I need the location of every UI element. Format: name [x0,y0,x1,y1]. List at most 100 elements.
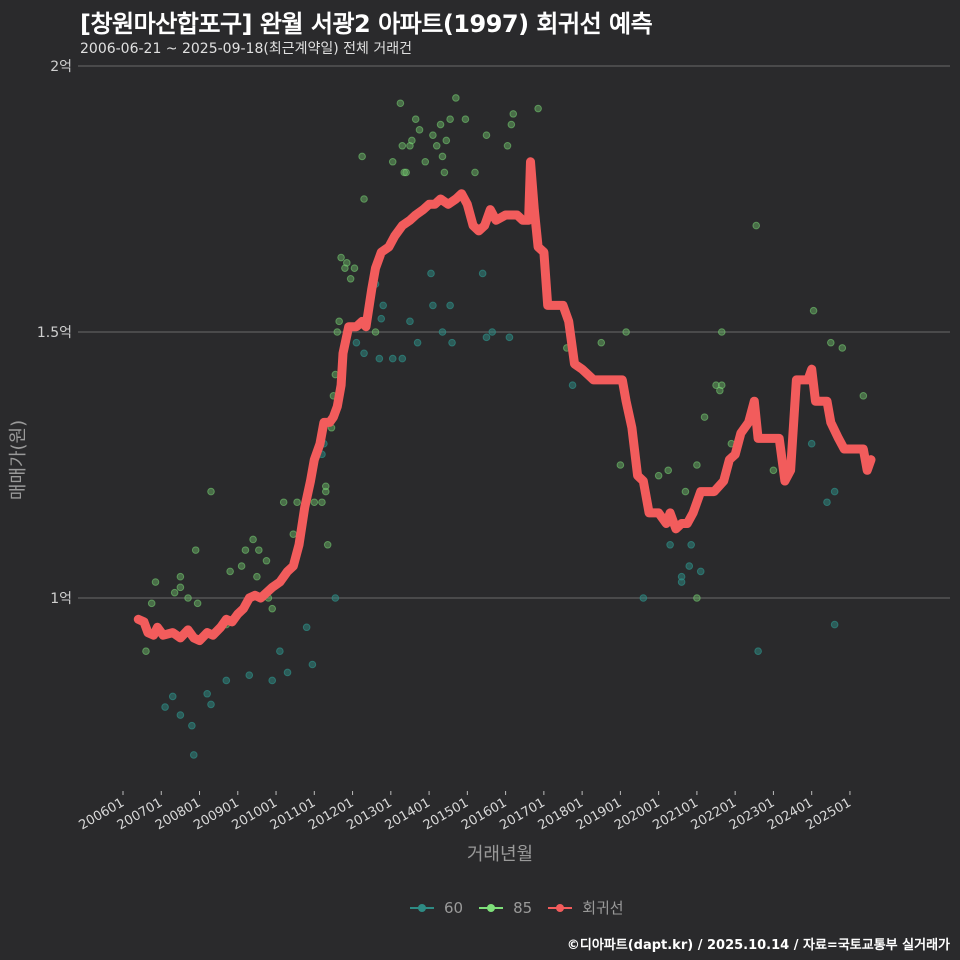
data-point-85 [664,466,673,475]
data-point-60 [807,439,816,448]
data-point-60 [482,333,491,342]
legend-item-85[interactable]: 85 [479,899,532,917]
data-point-60 [302,623,311,632]
footer-credit: ©디아파트(dapt.kr) / 2025.10.14 / 자료=국토교통부 실… [566,938,950,953]
data-point-85 [191,546,200,554]
data-point-85 [442,136,451,145]
data-point-60 [685,562,694,570]
data-point-85 [184,594,192,602]
data-point-85 [752,221,761,230]
y-tick-label: 1억 [50,591,72,607]
data-point-60 [203,689,211,698]
data-point-85 [323,541,332,549]
data-point-85 [452,94,460,102]
data-point-60 [176,711,185,719]
y-tick-label: 2억 [50,59,72,75]
data-point-60 [268,676,277,685]
data-point-85 [289,530,298,538]
data-point-60 [207,700,215,709]
legend-label-85: 85 [513,898,533,917]
data-point-60 [413,338,422,347]
data-point-85 [509,110,518,118]
data-point-85 [827,338,835,347]
data-point-85 [838,344,847,352]
data-point-85 [268,604,277,613]
data-point-85 [402,168,410,177]
regression-line [133,157,876,646]
data-point-85 [415,126,424,134]
data-point-85 [432,142,441,150]
data-point-85 [388,157,397,166]
x-axis-label: 거래년월 [466,844,534,865]
chart-title: [창원마산합포구] 완월 서광2 아파트(1997) 회귀선 예측 [80,10,653,38]
legend-item-regression[interactable]: 회귀선 [548,897,624,918]
data-point-85 [249,535,257,544]
data-point-60 [639,594,648,602]
data-point-85 [279,498,288,507]
data-point-85 [350,264,359,272]
data-point-60 [427,269,435,278]
x-axis-ticks: 2006012007012008012009012010012011012012… [77,791,854,833]
legend-label-regression: 회귀선 [582,899,624,917]
data-point-85 [262,556,271,565]
data-point-60 [754,647,762,656]
data-point-85 [321,482,330,491]
regression-path [133,157,876,646]
data-point-85 [482,131,491,139]
data-point-85 [337,253,345,262]
data-point-60 [406,317,414,326]
data-point-60 [478,269,487,278]
data-point-85 [343,259,351,267]
data-point-60 [696,567,705,576]
data-point-60 [505,333,514,342]
data-point-60 [377,314,386,323]
data-point-85 [438,152,447,161]
data-point-85 [616,461,625,469]
y-tick-label: 1.5억 [37,325,72,341]
data-point-85 [400,168,409,177]
data-point-85 [700,413,709,421]
data-point-85 [769,466,778,475]
data-point-85 [176,583,185,592]
data-point-85 [681,487,690,496]
data-point-85 [622,328,630,336]
series-85-points [142,94,868,656]
legend-key-60-icon [410,902,434,914]
data-point-60 [568,381,577,390]
data-point-85 [693,594,701,602]
chart-subtitle: 2006-06-21 ~ 2025-09-18(최근계약일) 전체 거래건 [80,41,412,57]
data-point-85 [503,142,512,150]
data-point-85 [597,338,606,347]
series-60-points [161,269,839,759]
data-point-85 [142,647,150,656]
data-point-60 [188,721,196,730]
legend-item-60[interactable]: 60 [410,899,463,917]
data-point-85 [346,275,355,283]
data-point-60 [245,671,254,679]
data-point-85 [446,115,454,123]
data-point-85 [321,487,330,496]
data-point-85 [396,99,405,108]
data-point-85 [318,498,326,507]
data-point-85 [237,562,246,570]
y-axis-label: 매매가(원) [8,419,29,501]
data-point-85 [207,487,215,496]
data-point-60 [429,301,437,310]
legend-key-85-icon [479,902,504,914]
data-point-60 [331,594,340,602]
data-point-85 [408,136,416,145]
data-point-85 [335,317,343,326]
data-point-60 [488,328,497,336]
data-point-85 [226,567,234,576]
data-point-60 [168,692,177,701]
data-point-60 [360,349,368,358]
data-point-85 [293,498,301,507]
data-point-85 [717,328,726,336]
data-point-85 [429,131,437,139]
data-point-85 [809,306,818,315]
data-point-85 [654,471,663,480]
data-point-85 [147,599,156,608]
data-point-85 [371,328,380,336]
data-point-85 [693,461,701,469]
